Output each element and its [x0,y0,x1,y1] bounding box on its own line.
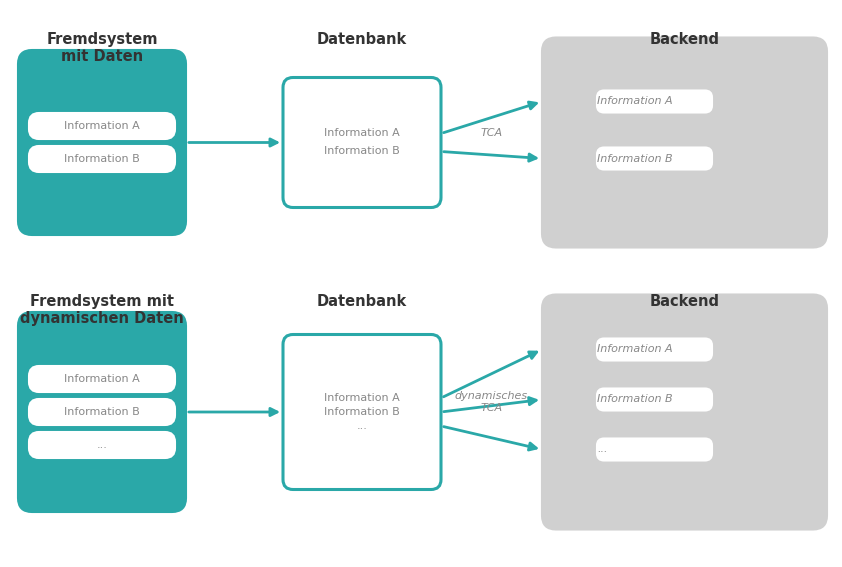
FancyBboxPatch shape [542,294,827,530]
Text: Information A: Information A [324,129,400,138]
FancyBboxPatch shape [18,50,186,235]
Text: Fremdsystem mit
dynamischen Daten: Fremdsystem mit dynamischen Daten [20,294,184,327]
FancyBboxPatch shape [597,438,712,460]
Text: Information A: Information A [597,345,673,354]
Text: Backend: Backend [649,32,720,47]
Text: ...: ... [597,445,607,455]
FancyBboxPatch shape [29,399,175,425]
Text: Datenbank: Datenbank [317,294,408,309]
Text: Information B: Information B [324,146,400,156]
FancyBboxPatch shape [597,388,712,411]
Text: ...: ... [97,440,108,450]
Text: Information B: Information B [597,395,673,404]
Text: Information B: Information B [64,407,140,417]
FancyBboxPatch shape [29,146,175,172]
Text: Fremdsystem
mit Daten: Fremdsystem mit Daten [46,32,157,65]
Text: Information B: Information B [324,407,400,417]
Text: Information A: Information A [597,96,673,107]
FancyBboxPatch shape [597,147,712,170]
Text: Information A: Information A [64,121,140,131]
FancyBboxPatch shape [542,37,827,248]
FancyBboxPatch shape [29,432,175,458]
Text: Information A: Information A [64,374,140,384]
Text: TCA: TCA [481,128,503,138]
Text: dynamisches
TCA: dynamisches TCA [455,391,528,413]
FancyBboxPatch shape [283,78,441,208]
FancyBboxPatch shape [283,335,441,489]
Text: Information A: Information A [324,393,400,403]
Text: Information B: Information B [597,154,673,163]
FancyBboxPatch shape [597,338,712,361]
Text: Datenbank: Datenbank [317,32,408,47]
FancyBboxPatch shape [29,113,175,139]
Text: Backend: Backend [649,294,720,309]
Text: ...: ... [356,421,367,431]
FancyBboxPatch shape [18,312,186,512]
Text: Information B: Information B [64,154,140,164]
FancyBboxPatch shape [29,366,175,392]
FancyBboxPatch shape [597,91,712,112]
